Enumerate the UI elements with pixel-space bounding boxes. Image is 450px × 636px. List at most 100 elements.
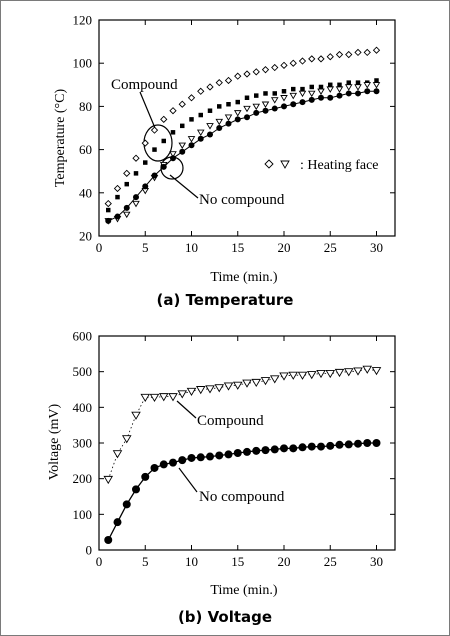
data-point [335, 50, 344, 59]
heating-face-legend-triangle [280, 160, 290, 169]
data-point [179, 148, 186, 155]
data-point [215, 79, 223, 87]
series-0 [103, 365, 382, 485]
x-tick-label: 15 [231, 554, 244, 569]
data-point [151, 172, 158, 179]
data-point [198, 112, 203, 118]
data-point [133, 171, 139, 176]
no-compound-label: No compound [199, 489, 285, 505]
data-point [254, 93, 259, 98]
data-point [288, 371, 299, 380]
chart-caption: (b) Voltage [178, 608, 272, 626]
data-point [297, 371, 308, 380]
data-point [216, 125, 223, 131]
data-point [280, 61, 288, 69]
data-point [168, 393, 178, 402]
data-point [161, 138, 166, 144]
data-point [355, 80, 361, 85]
data-point [196, 129, 205, 137]
data-point [170, 155, 176, 162]
data-point [252, 103, 261, 111]
data-point [187, 453, 196, 462]
data-point [261, 446, 270, 455]
data-point [224, 114, 233, 121]
data-point [300, 86, 305, 92]
data-point [252, 68, 260, 76]
data-point [373, 88, 380, 95]
data-point [280, 444, 288, 453]
x-tick-label: 30 [370, 554, 383, 569]
data-point [261, 66, 270, 74]
data-point [308, 96, 315, 103]
data-point [187, 94, 196, 102]
data-point [150, 126, 159, 134]
data-point [159, 460, 168, 469]
x-tick-label: 10 [185, 554, 198, 569]
y-tick-label: 600 [73, 329, 93, 344]
heating-face-legend-diamond [264, 159, 274, 169]
data-point [205, 385, 215, 394]
data-point [326, 441, 335, 450]
data-point [158, 393, 169, 402]
data-point [309, 84, 314, 90]
data-point [354, 84, 362, 91]
data-point [291, 86, 296, 92]
data-point [206, 123, 214, 130]
y-tick-label: 20 [79, 229, 92, 244]
series-1 [106, 78, 379, 213]
data-point [317, 55, 325, 63]
data-point [299, 99, 306, 106]
data-point [123, 169, 131, 177]
data-point [326, 86, 335, 93]
data-point [169, 151, 177, 158]
data-point [189, 117, 194, 122]
compound-label: Compound [111, 77, 178, 93]
data-point [345, 50, 353, 59]
y-tick-label: 100 [73, 56, 93, 71]
data-point [270, 445, 279, 454]
data-point [170, 130, 176, 135]
data-point [243, 447, 251, 456]
data-point [140, 393, 151, 403]
plot-frame [98, 19, 396, 237]
data-point [232, 381, 243, 390]
data-point [289, 59, 297, 67]
data-point [253, 109, 260, 116]
data-point [131, 411, 141, 420]
data-point [261, 101, 270, 108]
data-point [318, 84, 324, 90]
data-point [355, 90, 361, 97]
data-point [345, 90, 352, 97]
data-point [206, 83, 214, 91]
data-point [178, 142, 187, 150]
data-point [217, 104, 222, 109]
x-tick-label: 0 [96, 554, 103, 569]
series-0 [104, 46, 381, 208]
no-compound-arrow [178, 467, 198, 493]
data-point [112, 450, 123, 459]
y-axis-label: Temperature (°C) [53, 89, 68, 188]
data-point [281, 103, 287, 110]
data-point [234, 116, 241, 123]
data-point [372, 46, 381, 54]
data-point [270, 97, 279, 104]
data-point [180, 123, 185, 129]
data-point [353, 367, 363, 376]
data-point [223, 382, 234, 391]
data-point [346, 80, 351, 85]
y-tick-label: 40 [79, 185, 92, 200]
data-point [122, 500, 131, 509]
data-point [363, 48, 371, 57]
data-point [372, 82, 381, 89]
data-point [317, 88, 325, 96]
data-point [252, 446, 261, 455]
heating-face-legend-label: : Heating face [300, 158, 379, 173]
data-point [317, 442, 325, 451]
data-point [104, 199, 112, 208]
data-point [326, 53, 334, 61]
data-point [142, 183, 149, 190]
data-point [272, 91, 277, 96]
y-axis-label: Voltage (mV) [47, 403, 62, 480]
data-point [160, 115, 168, 123]
data-point [289, 444, 298, 453]
